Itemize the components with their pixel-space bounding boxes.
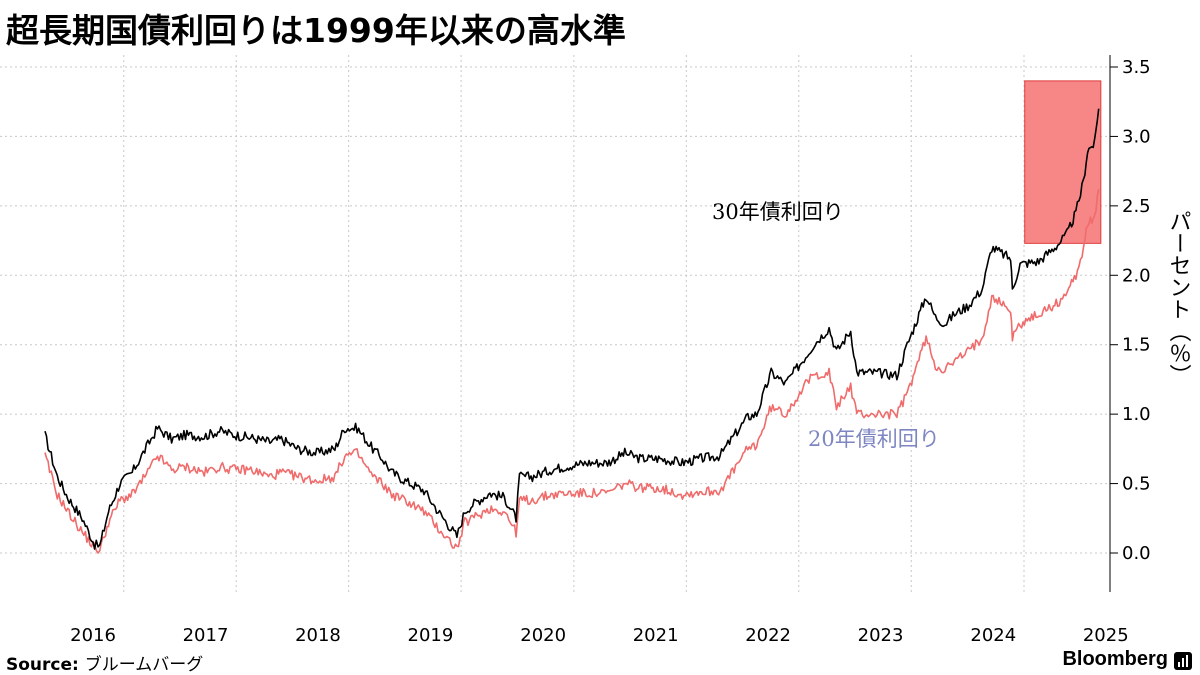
- x-tick-label: 2022: [745, 625, 791, 645]
- series-label-30y: 30年債利回り: [712, 200, 844, 224]
- x-tick-label: 2025: [1083, 625, 1129, 645]
- source-label: Source: ブルームバーグ: [6, 650, 203, 675]
- x-tick-label: 2017: [183, 625, 229, 645]
- grid: [0, 55, 1110, 592]
- x-tick-label: 2021: [633, 625, 679, 645]
- y-tick-label: 2.0: [1122, 265, 1151, 286]
- series-line-30y: [44, 108, 1100, 550]
- x-tick-label: 2020: [520, 625, 566, 645]
- x-tick-label: 2024: [970, 625, 1016, 645]
- x-tick-label: 2016: [70, 625, 116, 645]
- line-chart: 0.0 0.5 1.0 1.5 2.0 2.5 3.0 3.5 2016 2017 2018 2019…: [0, 55, 1192, 645]
- y-tick-label: 2.5: [1122, 196, 1151, 217]
- x-tick-label: 2018: [295, 625, 341, 645]
- x-tick-label: 2019: [408, 625, 454, 645]
- series-layer: [44, 108, 1100, 554]
- chart-title: 超長期国債利回りは1999年以来の高水準: [6, 11, 626, 50]
- y-tick-label: 1.5: [1122, 335, 1151, 356]
- y-tick-label: 0.5: [1122, 474, 1151, 495]
- bloomberg-terminal-icon: [1174, 652, 1192, 670]
- highlight-layer: [1024, 80, 1102, 244]
- bloomberg-logo: Bloomberg: [1062, 648, 1168, 670]
- source-prefix: Source:: [6, 655, 79, 675]
- highlight-box: [1024, 80, 1102, 244]
- y-tick-label: 0.0: [1122, 543, 1151, 564]
- series-label-20y: 20年債利回り: [808, 427, 940, 451]
- y-tick-label: 3.0: [1122, 126, 1151, 147]
- source-text: ブルームバーグ: [84, 655, 204, 675]
- y-axis-label: パーセント（％）: [1166, 210, 1192, 386]
- y-tick-label: 3.5: [1122, 57, 1151, 78]
- series-line-20y: [44, 189, 1100, 554]
- x-tick-label: 2023: [858, 625, 904, 645]
- axes: 0.0 0.5 1.0 1.5 2.0 2.5 3.0 3.5 2016 2017 2018 2019…: [70, 55, 1151, 645]
- y-tick-label: 1.0: [1122, 404, 1151, 425]
